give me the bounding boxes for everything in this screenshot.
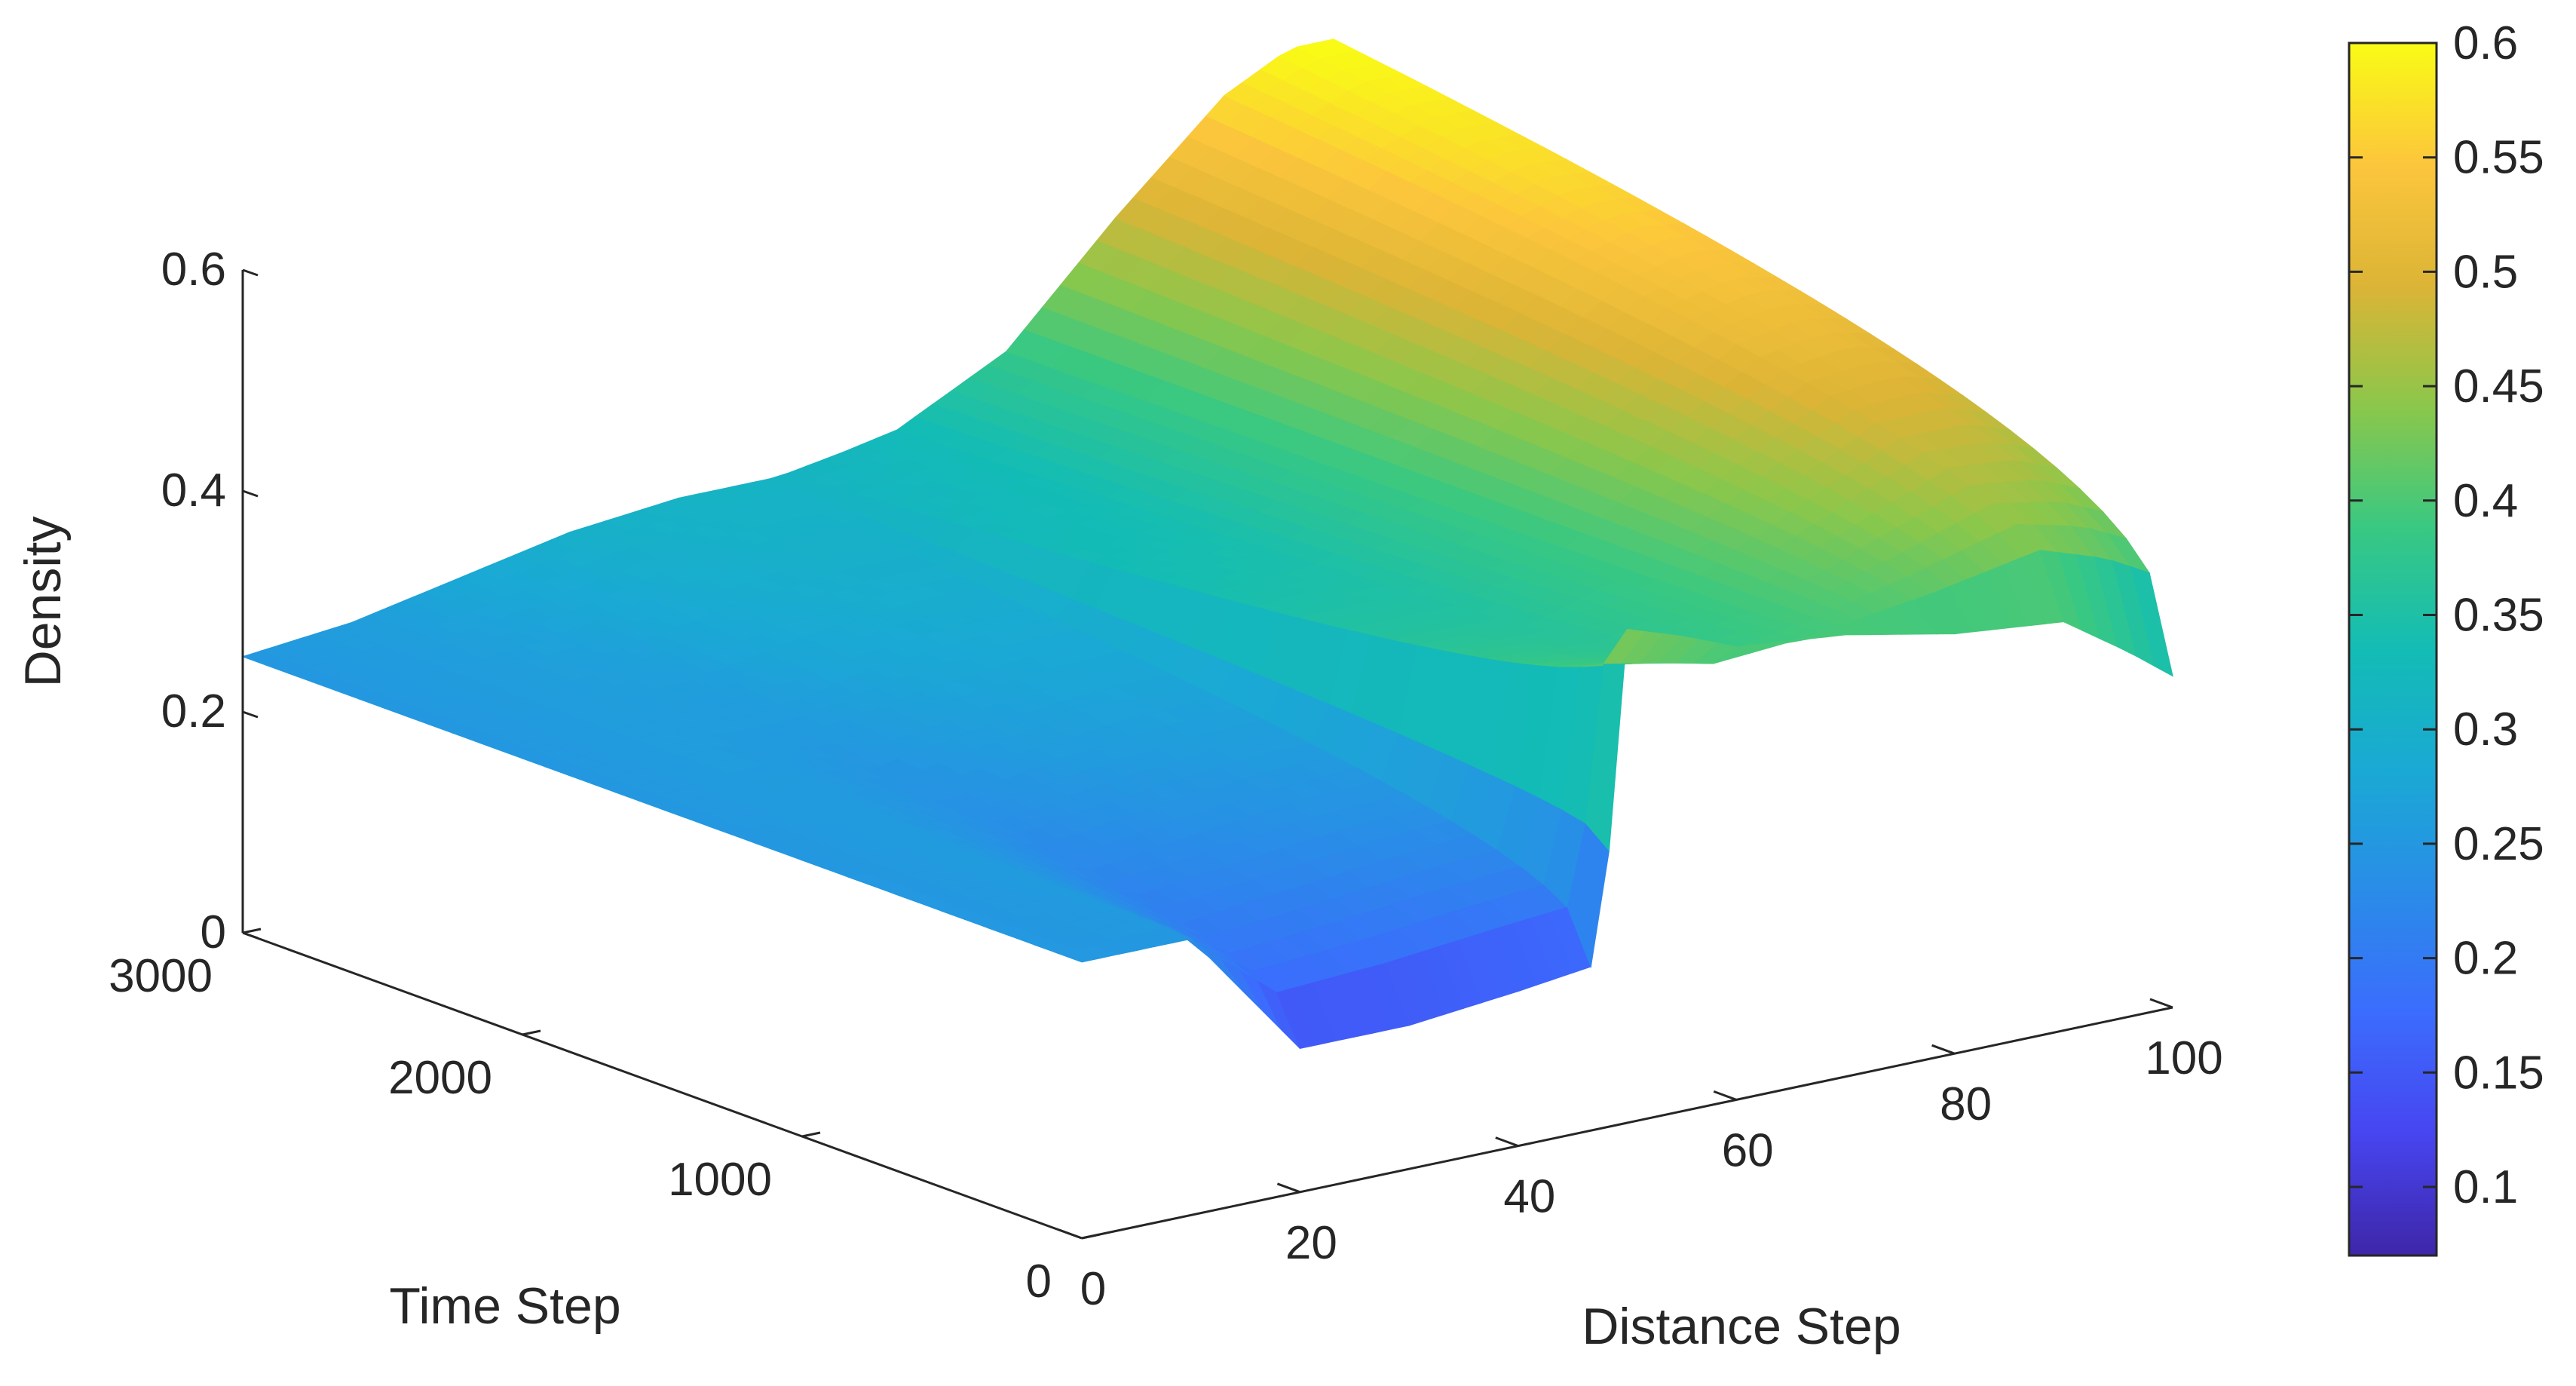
y-tick-mark: [1081, 1233, 1101, 1240]
x-tick-label: 40: [1503, 1171, 1555, 1223]
x-tick-label: 100: [2145, 1032, 2222, 1084]
y-tick-mark: [242, 928, 262, 934]
colorbar-tick-label: 0.15: [2453, 1047, 2544, 1099]
z-tick-label: 0.2: [161, 685, 226, 737]
y-tick-label: 3000: [109, 950, 213, 1002]
x-tick-label: 60: [1722, 1124, 1774, 1176]
x-tick-mark: [1058, 1228, 1083, 1240]
z-tick-mark: [242, 931, 259, 940]
x-axis-line: [1081, 1006, 2173, 1240]
surface-patch: [2130, 566, 2173, 677]
z-tick-label: 0: [201, 906, 226, 958]
x-tick-mark: [1495, 1136, 1519, 1148]
y-tick-label: 1000: [668, 1154, 772, 1206]
y-axis-label: Time Step: [389, 1277, 620, 1335]
colorbar-tick-label: 0.2: [2453, 933, 2518, 985]
colorbar-tick-label: 0.6: [2453, 17, 2518, 69]
colorbar-tick-label: 0.35: [2453, 589, 2544, 641]
z-tick-label: 0.6: [161, 244, 226, 296]
y-tick-label: 0: [1026, 1256, 1052, 1308]
z-tick-mark: [242, 489, 259, 498]
z-tick-mark: [242, 710, 259, 719]
x-tick-mark: [1276, 1182, 1300, 1194]
colorbar-gradient: [2348, 41, 2438, 1257]
z-axis-label: Density: [14, 517, 72, 688]
colorbar-tick-label: 0.3: [2453, 704, 2518, 756]
colorbar-tick-label: 0.55: [2453, 132, 2544, 184]
z-tick-mark: [242, 268, 259, 277]
colorbar: 0.1 0.15 0.2 0.25 0.3 0.35 0.4 0.45 0.5 0.55 0.6: [2348, 17, 2544, 1257]
density-surface: [241, 38, 2173, 1049]
y-axis-ticks: 0 1000 2000 3000: [109, 928, 1101, 1308]
colorbar-tick-label: 0.45: [2453, 360, 2544, 412]
y-tick-label: 2000: [388, 1052, 492, 1104]
x-axis-label: Distance Step: [1582, 1298, 1901, 1355]
colorbar-tick-label: 0.4: [2453, 475, 2518, 527]
z-tick-label: 0.4: [161, 465, 226, 517]
y-tick-mark: [801, 1131, 821, 1138]
colorbar-ticks: 0.1 0.15 0.2 0.25 0.3 0.35 0.4 0.45 0.5 0.55 0.6: [2349, 17, 2544, 1213]
y-axis-line: [242, 931, 1083, 1240]
x-tick-label: 0: [1080, 1263, 1106, 1315]
colorbar-tick-label: 0.1: [2453, 1161, 2518, 1213]
x-tick-mark: [1931, 1044, 1956, 1055]
z-axis-ticks: 0 0.2 0.4 0.6: [161, 244, 259, 958]
x-tick-mark: [2149, 998, 2173, 1009]
x-tick-mark: [1713, 1090, 1737, 1101]
colorbar-tick-label: 0.5: [2453, 246, 2518, 298]
y-tick-mark: [522, 1029, 541, 1036]
x-tick-label: 80: [1940, 1078, 1992, 1130]
x-axis-ticks: 0 20 40 60 80 100: [1058, 998, 2223, 1315]
colorbar-tick-label: 0.25: [2453, 818, 2544, 870]
x-tick-label: 20: [1285, 1217, 1337, 1269]
